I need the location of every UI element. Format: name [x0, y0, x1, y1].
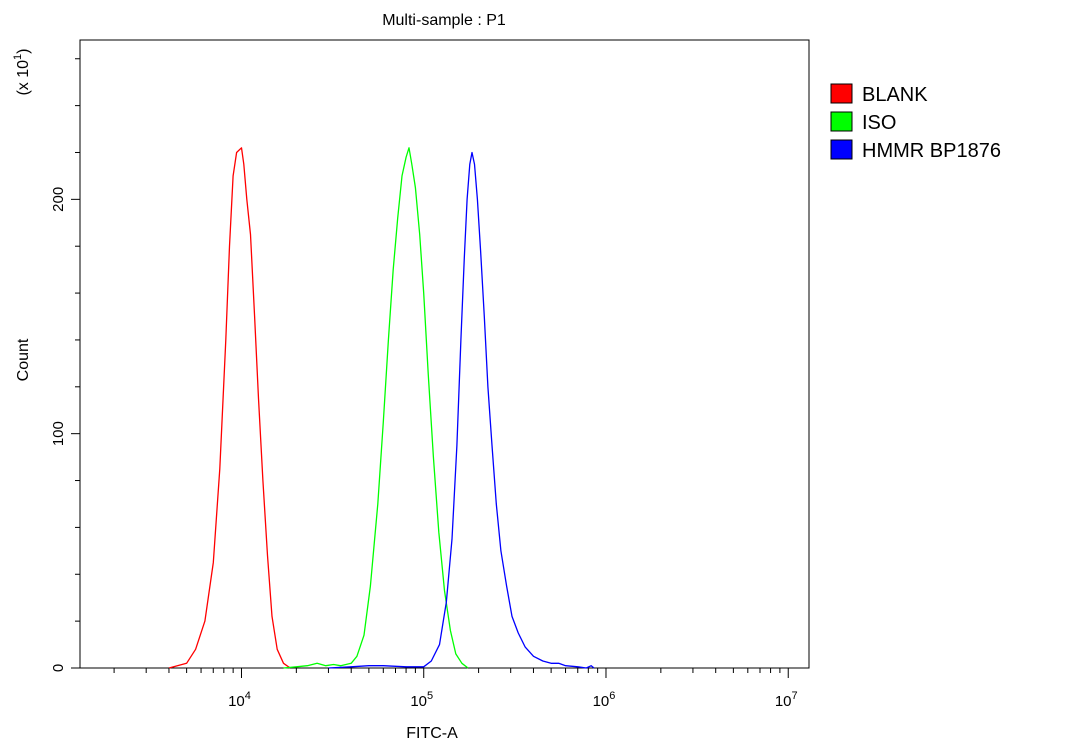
legend-label: BLANK: [862, 84, 928, 106]
legend-swatch: [830, 83, 853, 104]
legend-label: HMMR BP1876: [862, 140, 1001, 162]
y-axis-title: Count: [15, 338, 32, 381]
y-tick-label: 100: [50, 421, 67, 446]
chart-title: Multi-sample : P1: [382, 12, 506, 29]
y-tick-label: 0: [50, 664, 67, 672]
legend: BLANK ISO HMMR BP1876: [830, 83, 1001, 162]
axes: 104 105 106 107 0 100 200: [50, 58, 798, 710]
x-tick-label: 104: [228, 690, 251, 710]
x-tick-label: 105: [410, 690, 433, 710]
legend-label: ISO: [862, 112, 896, 134]
y-axis-multiplier: (x 101): [12, 48, 32, 95]
series-line-1: [168, 147, 291, 669]
series-layer: [168, 147, 595, 669]
legend-swatch: [830, 139, 853, 160]
plot-area: [79, 39, 810, 669]
y-axis-multiplier-exponent: 1: [12, 54, 24, 60]
x-tick-label: 107: [775, 690, 798, 710]
legend-swatch: [830, 111, 853, 132]
y-tick-label: 200: [50, 187, 67, 212]
series-line-2: [283, 147, 469, 669]
x-axis-title: FITC-A: [406, 725, 458, 742]
y-axis-multiplier-base: (x 10: [15, 60, 32, 96]
plot-frame: [79, 39, 810, 669]
series-line-3: [328, 151, 595, 669]
x-tick-label: 106: [593, 690, 616, 710]
